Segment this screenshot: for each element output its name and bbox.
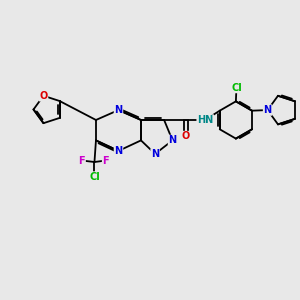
Text: O: O: [39, 91, 48, 101]
Text: N: N: [151, 149, 159, 159]
Text: O: O: [182, 131, 190, 142]
Text: N: N: [114, 105, 122, 115]
Text: Cl: Cl: [89, 172, 100, 182]
Text: F: F: [79, 155, 85, 166]
Text: N: N: [114, 146, 122, 156]
Text: Cl: Cl: [231, 82, 242, 93]
Text: N: N: [263, 105, 272, 115]
Text: F: F: [103, 155, 109, 166]
Text: N: N: [169, 135, 177, 146]
Text: HN: HN: [197, 115, 213, 125]
